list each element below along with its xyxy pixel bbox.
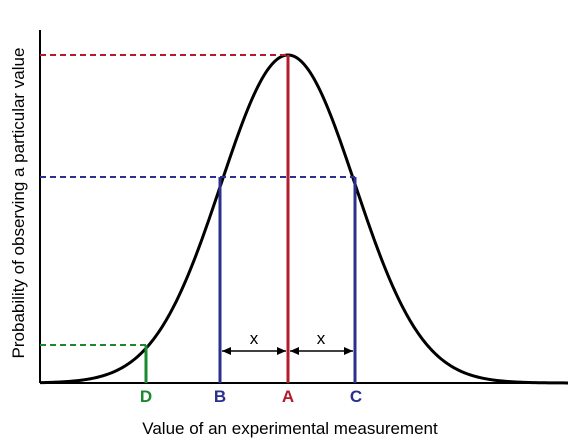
point-label-b: B	[214, 387, 226, 406]
interval-label-left: x	[250, 329, 259, 348]
bell-curve	[39, 53, 569, 385]
interval-label-right: x	[317, 329, 326, 348]
interval-arrow-left	[222, 347, 286, 355]
point-label-d: D	[140, 387, 152, 406]
point-label-c: C	[350, 387, 362, 406]
interval-arrow-right	[290, 347, 353, 355]
x-axis-title: Value of an experimental measurement	[142, 419, 438, 438]
y-axis-title: Probability of observing a particular va…	[9, 48, 28, 359]
point-label-a: A	[282, 387, 294, 406]
